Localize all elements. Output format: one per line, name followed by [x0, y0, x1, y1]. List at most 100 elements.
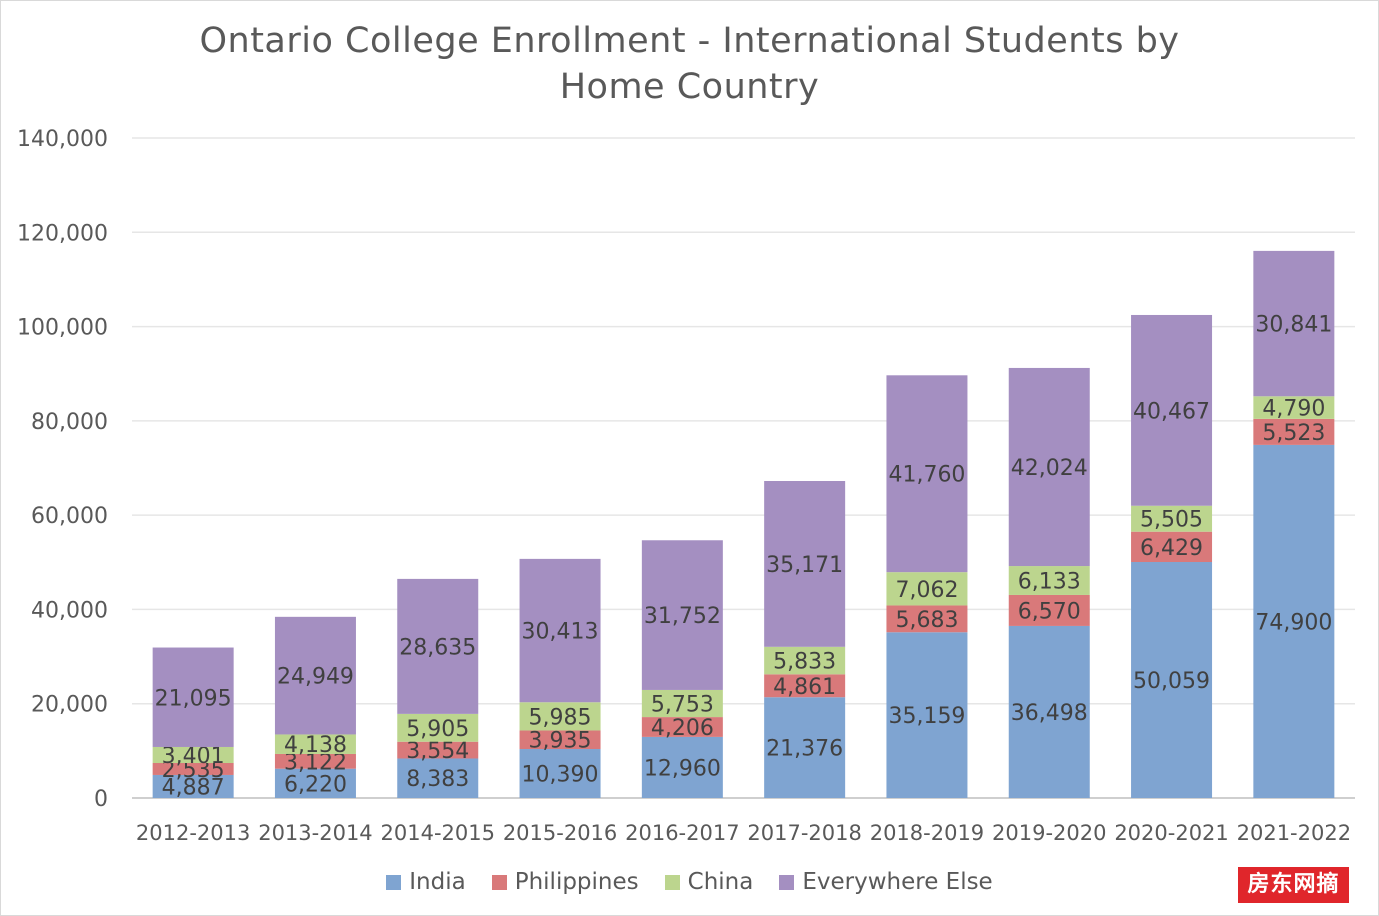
data-label: 3,554 [406, 739, 469, 764]
data-label: 4,887 [162, 775, 225, 800]
y-tick-label: 20,000 [31, 693, 108, 718]
bar-segment-philippines [1008, 594, 1090, 626]
data-label: 28,635 [399, 635, 476, 660]
x-tick-label: 2014-2015 [381, 821, 495, 845]
data-label: 12,960 [644, 756, 721, 781]
data-label: 42,024 [1011, 456, 1088, 481]
data-label: 5,833 [773, 650, 836, 675]
bar-segment-china [152, 746, 234, 764]
chart-legend: India Philippines China Everywhere Else [0, 866, 1379, 898]
data-label: 5,505 [1140, 508, 1203, 533]
x-tick-label: 2016-2017 [625, 821, 739, 845]
data-label: 5,905 [406, 717, 469, 742]
data-label: 74,900 [1255, 610, 1332, 635]
bar-segment-philippines [152, 763, 234, 775]
bar-segment-philippines [764, 674, 846, 698]
data-label: 30,841 [1255, 313, 1332, 338]
chart-title-line-1: Ontario College Enrollment - Internation… [199, 21, 1180, 61]
legend-swatch-philippines [491, 874, 507, 890]
bar-segment-philippines [1253, 418, 1335, 445]
bar-segment-everywhere-else [152, 647, 234, 747]
legend-label-india: India [409, 869, 466, 895]
data-label: 35,159 [888, 704, 965, 729]
bar-segment-philippines [397, 741, 479, 759]
y-tick-label: 120,000 [17, 221, 108, 246]
legend-item-india: India [386, 869, 466, 895]
bar-segment-india [764, 697, 846, 798]
y-tick-label: 60,000 [31, 504, 108, 529]
bar-segment-everywhere-else [274, 616, 356, 735]
bar-segment-china [641, 689, 723, 718]
data-label: 36,498 [1011, 701, 1088, 726]
y-tick-label: 0 [94, 787, 108, 812]
bar-segment-china [274, 734, 356, 754]
bar-segment-india [641, 736, 723, 798]
data-label: 5,753 [651, 693, 714, 718]
data-label: 6,220 [284, 772, 347, 797]
bar-segment-everywhere-else [397, 578, 479, 714]
legend-label-philippines: Philippines [514, 869, 639, 895]
data-label: 21,376 [766, 737, 843, 762]
data-label: 30,413 [522, 620, 599, 645]
legend-swatch-everywhere-else [779, 874, 795, 890]
data-label: 35,171 [766, 553, 843, 578]
bar-segment-india [152, 774, 234, 798]
watermark-logo: 房东网摘 [1238, 867, 1349, 903]
data-label: 5,985 [529, 705, 592, 730]
data-label: 5,683 [895, 608, 958, 633]
data-label: 31,752 [644, 604, 721, 629]
data-label: 4,138 [284, 733, 347, 758]
data-label: 6,133 [1018, 570, 1081, 595]
data-label: 7,062 [895, 578, 958, 603]
bar-segment-philippines [641, 717, 723, 737]
x-tick-label: 2021-2022 [1237, 821, 1351, 845]
bar-segment-india [1253, 444, 1335, 798]
chart-title-line-2: Home Country [559, 67, 820, 107]
bar-segment-everywhere-else [886, 375, 968, 573]
legend-label-everywhere-else: Everywhere Else [802, 869, 993, 895]
data-label: 10,390 [522, 763, 599, 788]
bar-segment-everywhere-else [641, 540, 723, 690]
bar-segment-philippines [519, 730, 601, 750]
data-label: 6,429 [1140, 536, 1203, 561]
x-tick-label: 2015-2016 [503, 821, 617, 845]
x-tick-label: 2017-2018 [747, 821, 861, 845]
legend-swatch-china [664, 874, 680, 890]
bar-segment-philippines [1131, 531, 1213, 563]
bar-segment-india [1008, 625, 1090, 798]
data-label: 8,383 [406, 767, 469, 792]
x-tick-label: 2013-2014 [258, 821, 372, 845]
bar-segment-philippines [886, 605, 968, 633]
x-tick-label: 2020-2021 [1114, 821, 1228, 845]
data-label: 3,401 [162, 744, 225, 769]
data-label: 4,206 [651, 716, 714, 741]
bar-segment-everywhere-else [519, 558, 601, 703]
bar-segment-india [274, 768, 356, 798]
data-label: 50,059 [1133, 669, 1210, 694]
legend-swatch-india [386, 874, 402, 890]
bar-segment-everywhere-else [1131, 314, 1213, 506]
data-label: 21,095 [155, 686, 232, 711]
bar-segment-china [764, 646, 846, 675]
y-tick-label: 80,000 [31, 410, 108, 435]
x-tick-label: 2018-2019 [870, 821, 984, 845]
bar-segment-everywhere-else [1008, 367, 1090, 567]
legend-item-china: China [664, 869, 753, 895]
bar-segment-everywhere-else [1253, 250, 1335, 397]
bar-segment-china [397, 713, 479, 742]
bar-segment-china [1253, 396, 1335, 419]
bar-segment-china [1131, 505, 1213, 532]
bar-segment-philippines [274, 753, 356, 769]
legend-item-philippines: Philippines [491, 869, 639, 895]
y-tick-label: 100,000 [17, 316, 108, 341]
data-label: 4,861 [773, 675, 836, 700]
chart-title: Ontario College Enrollment - Internation… [0, 18, 1379, 110]
x-tick-label: 2019-2020 [992, 821, 1106, 845]
data-label: 41,760 [888, 463, 965, 488]
data-label: 3,122 [284, 750, 347, 775]
data-label: 5,523 [1262, 421, 1325, 446]
y-tick-label: 140,000 [17, 127, 108, 152]
bar-segment-everywhere-else [764, 481, 846, 647]
bar-segment-india [397, 758, 479, 798]
